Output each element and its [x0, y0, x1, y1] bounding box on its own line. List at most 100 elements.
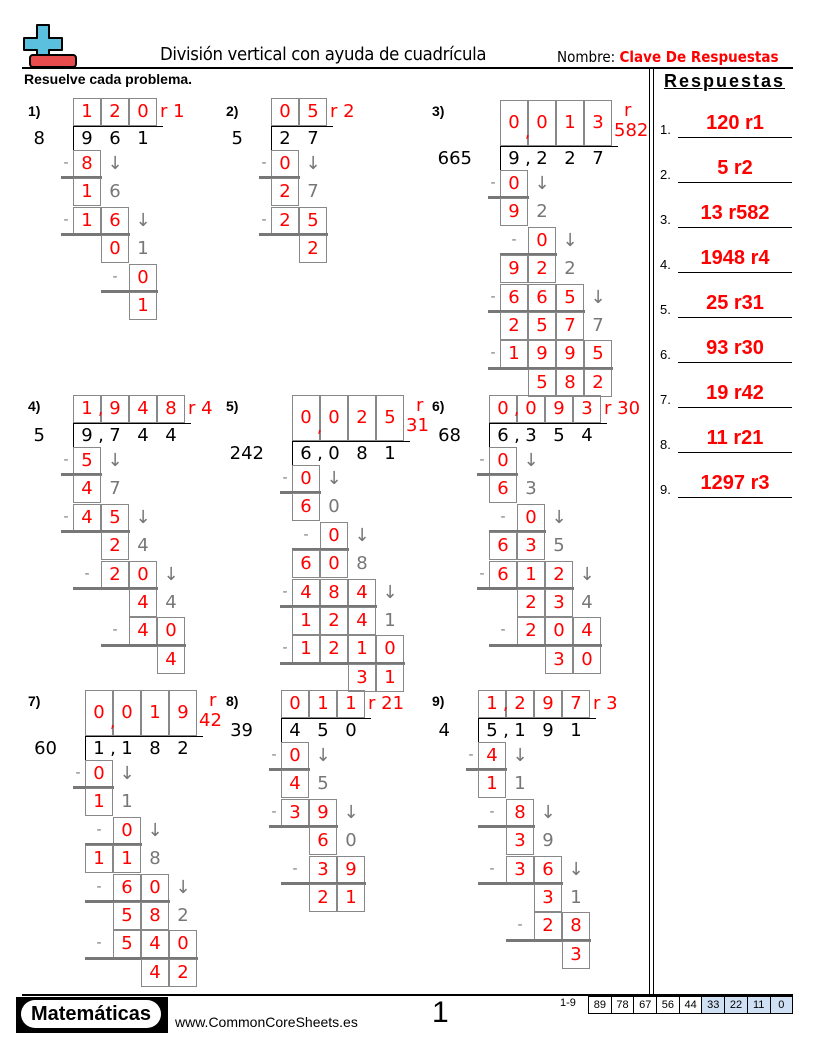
brought-down-digit: 6 [109, 181, 121, 203]
dividend-digit: 1 [384, 443, 396, 464]
answer-number: 7. [660, 392, 671, 407]
minus-sign: - [517, 917, 523, 934]
work-digit-box: 3 [562, 940, 590, 969]
dividend-digit: 6 [497, 425, 509, 446]
work-digit-box: 1 [113, 845, 141, 874]
work-digit-box: 6 [528, 283, 556, 312]
work-digit-box: 2 [500, 312, 528, 340]
work-digit-box: 6 [500, 283, 528, 312]
work-digit-box: 5 [584, 340, 612, 369]
work-digit-box: 8 [73, 150, 101, 178]
work-digit-box: 1 [337, 884, 365, 912]
subtraction-line [489, 643, 602, 647]
bring-down-arrow-icon: ↓ [107, 153, 123, 174]
work-digit-box: 2 [101, 560, 129, 589]
dividend-digit: 4 [581, 425, 593, 446]
worksheet-title: División vertical con ayuda de cuadrícul… [160, 44, 487, 65]
minus-sign: - [468, 747, 474, 763]
bring-down-arrow-icon: ↓ [163, 563, 179, 585]
subtraction-line [280, 605, 377, 608]
score-cell: 78 [610, 997, 634, 1013]
quotient-comma: , [98, 399, 104, 418]
division-bracket-side [500, 146, 501, 170]
answer-line [678, 317, 792, 318]
subtraction-line [488, 366, 613, 370]
work-digit-box: 3 [545, 645, 573, 674]
quotient-digit-box: 0 [129, 98, 157, 126]
answer-value: 120 r1 [706, 112, 764, 134]
remainder-label: r 30 [604, 398, 641, 419]
dividend-digit: 6 [109, 128, 121, 149]
brought-down-digit: 1 [137, 238, 149, 260]
division-bracket-side [85, 736, 86, 760]
problem-label: 4) [28, 398, 41, 414]
work-digit-box: 9 [528, 340, 556, 369]
answer-number: 8. [660, 437, 671, 452]
work-digit-box: 4 [573, 617, 601, 646]
subtraction-line [259, 176, 300, 180]
dividend-digit: 2 [536, 148, 548, 169]
bring-down-arrow-icon: ↓ [135, 506, 151, 528]
minus-sign: - [490, 345, 496, 362]
work-digit-box: 0 [517, 503, 545, 532]
work-digit-box: 0 [169, 930, 197, 959]
minus-sign: - [500, 622, 506, 639]
work-digit-box: 2 [528, 255, 556, 284]
work-digit-box: 0 [157, 617, 185, 646]
division-bracket-side [73, 126, 74, 150]
dividend-digit: 8 [149, 738, 161, 759]
problem-label: 2) [226, 103, 239, 119]
bring-down-arrow-icon: ↓ [579, 563, 595, 585]
remainder-prefix: r [416, 395, 424, 416]
work-digit-box: 6 [489, 532, 517, 561]
minus-sign: - [479, 452, 485, 468]
quotient-digit-box: 0 [281, 690, 309, 718]
dividend-digit: 3 [525, 425, 537, 446]
quotient-digit-box: 1 [337, 690, 365, 718]
remainder-value: 42 [199, 710, 222, 731]
name-value: Clave De Respuestas [619, 48, 779, 66]
quotient-digit-box: 1 [309, 690, 337, 718]
quotient-digit-box: 1 [73, 395, 101, 423]
remainder-value: 582 [614, 120, 649, 141]
dividend-digit: 8 [356, 443, 368, 464]
quotient-digit-box: 9 [545, 395, 573, 423]
minus-sign: - [490, 288, 496, 305]
work-digit-box: 5 [528, 312, 556, 340]
work-digit-box: 0 [320, 550, 348, 579]
minus-sign: - [112, 268, 118, 285]
dividend-digit: 5 [553, 425, 565, 446]
quotient-comma: , [514, 399, 520, 418]
work-digit-box: 1 [500, 340, 528, 369]
work-digit-box: 0 [101, 235, 129, 264]
dividend-digit: 1 [514, 720, 526, 741]
work-digit-box: 4 [129, 617, 157, 646]
score-cell: 67 [633, 997, 657, 1013]
bring-down-arrow-icon: ↓ [534, 173, 550, 194]
bring-down-arrow-icon: ↓ [135, 209, 151, 231]
bring-down-arrow-icon: ↓ [562, 229, 578, 251]
brought-down-digit: 0 [328, 496, 340, 518]
brought-down-digit: 5 [553, 535, 565, 557]
score-table: 89 78 67 56 44 33 22 11 0 [588, 996, 794, 1014]
work-digit-box: 0 [528, 226, 556, 255]
bring-down-arrow-icon: ↓ [326, 468, 342, 489]
dividend-comma: , [503, 720, 509, 741]
work-digit-box: 0 [545, 617, 573, 646]
quotient-digit-box: 1 [478, 690, 506, 718]
work-digit-box: 1 [85, 788, 113, 817]
minus-sign: - [282, 470, 288, 486]
minus-sign: - [96, 878, 102, 895]
remainder-label: r 2 [330, 101, 355, 122]
divisor: 68 [438, 425, 461, 446]
work-digit-box: 2 [309, 884, 337, 912]
work-digit-box: 2 [320, 607, 348, 635]
work-digit-box: 0 [141, 873, 169, 902]
work-digit-box: 4 [157, 645, 185, 674]
problem-label: 3) [432, 103, 445, 119]
answer-number: 2. [660, 167, 671, 182]
bring-down-arrow-icon: ↓ [343, 801, 359, 823]
work-digit-box: 8 [556, 368, 584, 397]
brought-down-digit: 5 [317, 773, 329, 795]
